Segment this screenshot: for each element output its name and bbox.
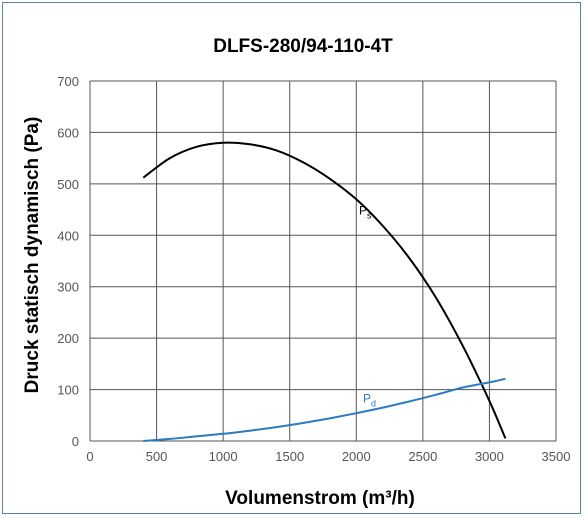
series-group: Ps Pd	[142, 141, 507, 442]
x-tick-label-1500: 1500	[275, 449, 304, 464]
x-tick-label-2500: 2500	[408, 449, 437, 464]
x-axis-label: Volumenstrom (m³/h)	[225, 488, 415, 509]
chart-frame	[2, 2, 581, 514]
chart-title: DLFS-280/94-110-4T	[213, 36, 393, 57]
series-line-pd	[143, 377, 506, 442]
y-tick-label-700: 700	[57, 74, 79, 89]
series-label-pd: Pd	[363, 391, 376, 408]
y-tick-label-100: 100	[57, 383, 79, 398]
y-tick-label-600: 600	[57, 125, 79, 140]
x-tick-label-3500: 3500	[542, 449, 571, 464]
y-tick-label-300: 300	[57, 280, 79, 295]
series-line-ps	[142, 141, 507, 439]
y-tick-label-500: 500	[57, 177, 79, 192]
y-axis-label: Druck statisch dynamisch (Pa)	[22, 117, 43, 394]
x-tick-label-1000: 1000	[209, 449, 238, 464]
x-tick-label-2000: 2000	[342, 449, 371, 464]
x-tick-label-0: 0	[86, 449, 93, 464]
x-tick-label-500: 500	[146, 449, 168, 464]
x-tick-label-3000: 3000	[475, 449, 504, 464]
y-tick-labels: 0 100 200 300 400 500 600 700	[57, 74, 79, 449]
series-label-ps: Ps	[359, 204, 372, 221]
x-tick-labels: 0 500 1000 1500 2000 2500 3000 3500	[86, 449, 570, 464]
y-tick-label-400: 400	[57, 228, 79, 243]
grid	[89, 80, 557, 442]
y-tick-label-0: 0	[72, 434, 79, 449]
y-tick-label-200: 200	[57, 331, 79, 346]
